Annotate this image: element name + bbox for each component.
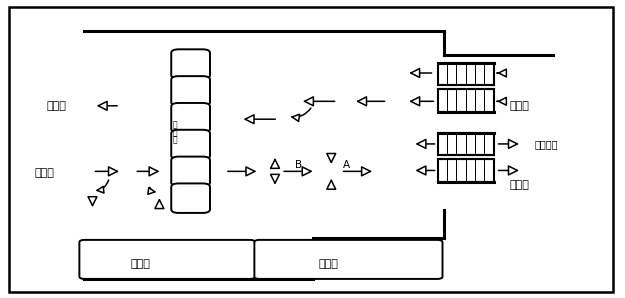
Text: 精算機: 精算機 bbox=[318, 259, 338, 269]
Text: 札: 札 bbox=[173, 136, 178, 145]
Text: 改: 改 bbox=[173, 128, 178, 137]
Bar bbox=[438, 159, 494, 182]
Text: 乗車客: 乗車客 bbox=[34, 168, 54, 178]
Text: 口: 口 bbox=[173, 121, 178, 130]
FancyBboxPatch shape bbox=[171, 76, 210, 106]
Text: 降車客: 降車客 bbox=[509, 101, 529, 111]
FancyBboxPatch shape bbox=[171, 183, 210, 213]
Text: 乗車客: 乗車客 bbox=[509, 180, 529, 190]
FancyBboxPatch shape bbox=[171, 157, 210, 186]
FancyBboxPatch shape bbox=[171, 130, 210, 159]
Text: ホーム側: ホーム側 bbox=[534, 139, 558, 150]
Bar bbox=[438, 133, 494, 155]
FancyBboxPatch shape bbox=[171, 49, 210, 79]
Text: 降車客: 降車客 bbox=[47, 101, 67, 111]
Bar bbox=[438, 89, 494, 112]
FancyBboxPatch shape bbox=[79, 240, 255, 279]
FancyBboxPatch shape bbox=[254, 240, 442, 279]
Text: A: A bbox=[343, 160, 351, 170]
FancyBboxPatch shape bbox=[171, 103, 210, 132]
Bar bbox=[438, 63, 494, 85]
Text: B: B bbox=[295, 160, 302, 170]
Text: 券売機: 券売機 bbox=[131, 259, 151, 269]
